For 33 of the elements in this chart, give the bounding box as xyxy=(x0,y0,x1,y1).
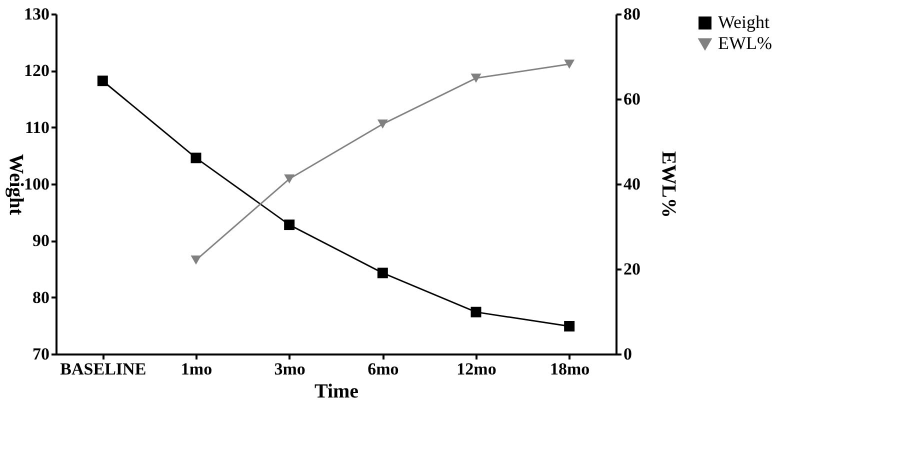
y-tick-label: 100 xyxy=(24,174,50,194)
x-tick-label: 6mo xyxy=(368,360,399,378)
point xyxy=(190,152,202,164)
point xyxy=(284,220,295,230)
x-tick-label: BASELINE xyxy=(60,360,146,378)
legend-label: EWL% xyxy=(718,33,772,53)
y-tick-label: 80 xyxy=(32,288,50,307)
point xyxy=(470,306,482,318)
y-tick-label: 70 xyxy=(32,344,50,364)
y-tick-label: 120 xyxy=(24,61,50,80)
y2-tick-label: 20 xyxy=(624,260,640,278)
y2-tick-label: 80 xyxy=(624,4,640,24)
x-tick-label: 12mo xyxy=(456,360,496,378)
point xyxy=(377,268,388,278)
point xyxy=(470,74,482,83)
y2-tick-label: 60 xyxy=(624,90,640,108)
x-tick-label: 3mo xyxy=(274,360,306,378)
x-axis-title: Time xyxy=(314,380,359,402)
legend-label: Weight xyxy=(718,12,770,32)
x-tick-label: 1mo xyxy=(180,360,212,378)
y-tick-label: 90 xyxy=(32,231,50,250)
point xyxy=(284,174,295,184)
point xyxy=(377,120,388,129)
y-tick-label: 110 xyxy=(24,118,50,137)
point xyxy=(564,60,575,69)
x-tick-label: 18mo xyxy=(550,360,590,378)
point xyxy=(97,76,108,86)
point xyxy=(564,320,575,332)
y2-tick-label: 40 xyxy=(624,174,640,194)
point xyxy=(190,256,202,265)
y2-axis-title: EWL% xyxy=(658,151,680,218)
y-tick-label: 130 xyxy=(24,4,50,24)
y2-tick-label: 0 xyxy=(624,344,632,364)
